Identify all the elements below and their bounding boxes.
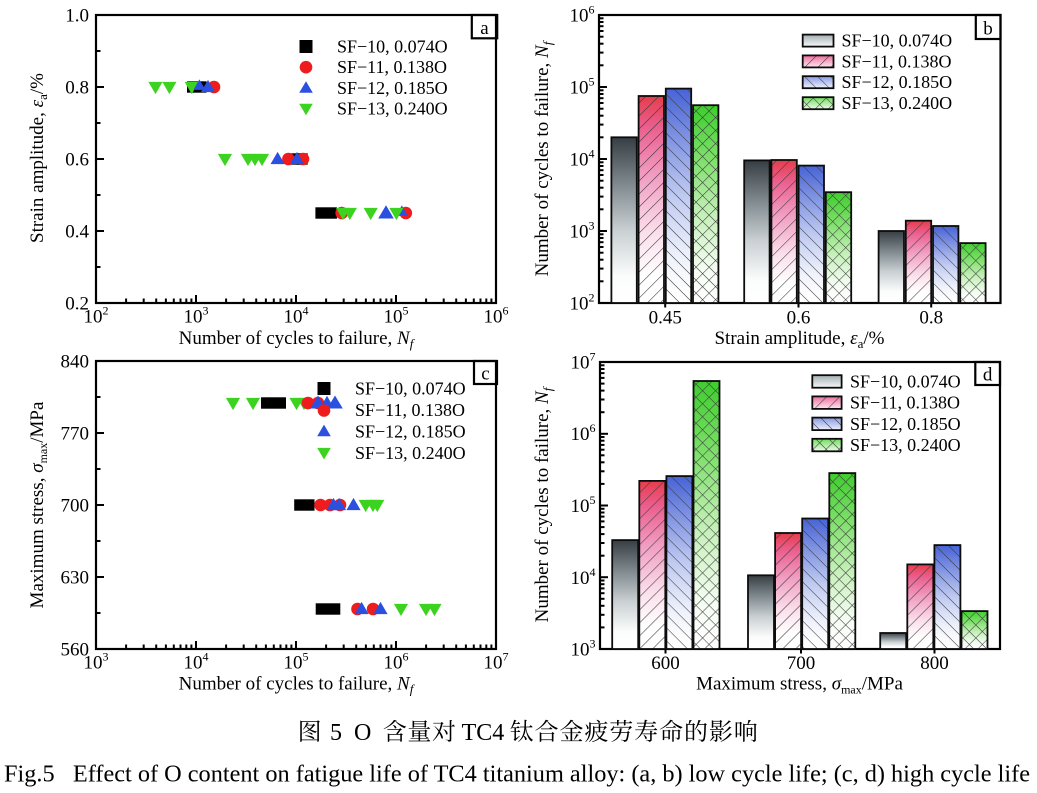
svg-text:Maximum stress, σmax/MPa: Maximum stress, σmax/MPa — [27, 401, 50, 608]
svg-text:0.8: 0.8 — [919, 308, 943, 329]
svg-text:SF−12, 0.185O: SF−12, 0.185O — [337, 78, 448, 98]
svg-text:105: 105 — [570, 75, 595, 99]
svg-text:d: d — [983, 365, 993, 386]
svg-text:SF−10, 0.074O: SF−10, 0.074O — [337, 37, 448, 57]
svg-text:0.6: 0.6 — [65, 150, 89, 171]
svg-text:TC4: TC4 — [462, 720, 505, 746]
svg-text:Number of cycles to failure, N: Number of cycles to failure, Nf — [532, 39, 555, 276]
svg-text:840: 840 — [61, 352, 90, 373]
svg-text:SF−11, 0.138O: SF−11, 0.138O — [337, 57, 447, 77]
svg-text:SF−10, 0.074O: SF−10, 0.074O — [842, 31, 953, 51]
svg-text:0.4: 0.4 — [65, 222, 89, 243]
svg-text:SF−10, 0.074O: SF−10, 0.074O — [850, 371, 961, 391]
svg-text:600: 600 — [651, 653, 680, 674]
svg-text:0.45: 0.45 — [649, 308, 682, 329]
svg-text:0.8: 0.8 — [65, 78, 89, 99]
svg-text:Fig.5 Effect of O content on: Fig.5 Effect of O content on fatigue lif… — [4, 761, 1030, 788]
svg-text:1.0: 1.0 — [65, 6, 89, 27]
svg-text:Strain amplitude, εa/%: Strain amplitude, εa/% — [27, 73, 50, 243]
svg-text:0.6: 0.6 — [787, 308, 811, 329]
svg-text:SF−13, 0.240O: SF−13, 0.240O — [850, 435, 961, 455]
svg-text:5: 5 — [330, 720, 342, 746]
svg-text:SF−13, 0.240O: SF−13, 0.240O — [842, 93, 953, 113]
svg-text:Number of cycles to failure, N: Number of cycles to failure, Nf — [179, 328, 416, 351]
svg-text:Number of cycles to failure, N: Number of cycles to failure, Nf — [532, 385, 555, 622]
svg-text:SF−10, 0.074O: SF−10, 0.074O — [355, 378, 466, 398]
svg-text:a: a — [480, 18, 489, 39]
svg-text:700: 700 — [61, 496, 90, 517]
svg-text:0.2: 0.2 — [65, 294, 89, 315]
svg-text:SF−11, 0.138O: SF−11, 0.138O — [842, 51, 952, 71]
svg-text:Maximum stress, σmax/MPa: Maximum stress, σmax/MPa — [696, 674, 903, 697]
svg-text:c: c — [481, 364, 489, 385]
svg-text:SF−12, 0.185O: SF−12, 0.185O — [842, 72, 953, 92]
svg-text:SF−13, 0.240O: SF−13, 0.240O — [337, 99, 448, 119]
svg-text:b: b — [983, 19, 993, 40]
svg-text:630: 630 — [61, 568, 90, 589]
svg-text:800: 800 — [920, 653, 949, 674]
svg-text:O: O — [354, 720, 371, 746]
svg-text:560: 560 — [61, 640, 90, 661]
svg-text:SF−13, 0.240O: SF−13, 0.240O — [355, 443, 466, 463]
svg-text:700: 700 — [787, 653, 816, 674]
svg-text:SF−11, 0.138O: SF−11, 0.138O — [355, 400, 465, 420]
svg-text:Strain amplitude, εa/%: Strain amplitude, εa/% — [714, 328, 884, 351]
svg-text:Number of cycles to failure, N: Number of cycles to failure, Nf — [179, 674, 416, 697]
svg-text:SF−11, 0.138O: SF−11, 0.138O — [850, 393, 960, 413]
svg-text:770: 770 — [61, 424, 90, 445]
svg-text:SF−12, 0.185O: SF−12, 0.185O — [850, 414, 961, 434]
svg-text:SF−12, 0.185O: SF−12, 0.185O — [355, 421, 466, 441]
